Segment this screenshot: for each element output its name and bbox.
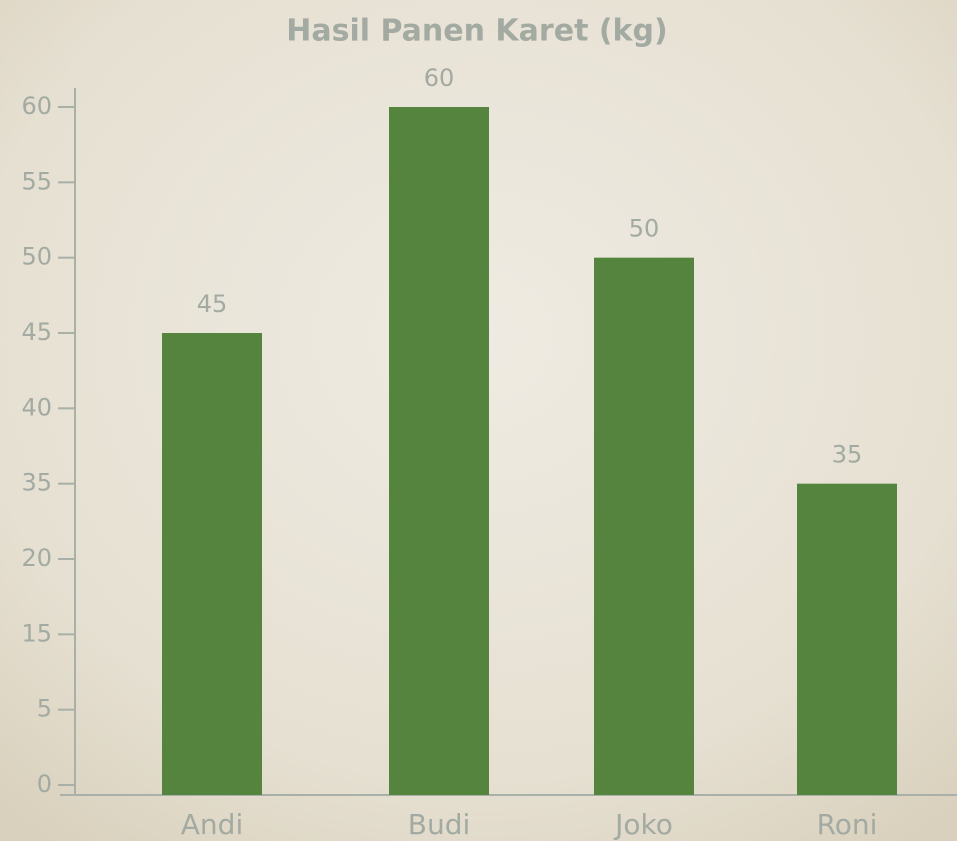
y-tick-label: 55	[21, 167, 52, 195]
x-tick-label: Joko	[613, 808, 673, 841]
y-tick-label: 0	[37, 770, 52, 798]
y-tick-label: 20	[21, 544, 52, 572]
x-tick-label: Budi	[408, 808, 471, 841]
y-tick-label: 35	[21, 469, 52, 497]
value-label: 50	[629, 215, 660, 243]
y-tick-label: 60	[21, 92, 52, 120]
y-tick-label: 50	[21, 243, 52, 271]
y-tick-label: 15	[21, 619, 52, 647]
y-tick-label: 45	[21, 318, 52, 346]
x-tick-label: Roni	[817, 808, 878, 841]
value-label: 60	[424, 64, 455, 92]
bar	[162, 333, 262, 795]
y-tick-label: 5	[37, 695, 52, 723]
value-label: 35	[832, 441, 863, 469]
x-tick-label: Andi	[181, 808, 243, 841]
bar	[389, 107, 489, 795]
bar	[797, 483, 897, 795]
chart-title: Hasil Panen Karet (kg)	[286, 14, 667, 49]
value-label: 45	[197, 290, 228, 318]
bar	[594, 257, 694, 796]
y-tick-label: 40	[21, 393, 52, 421]
